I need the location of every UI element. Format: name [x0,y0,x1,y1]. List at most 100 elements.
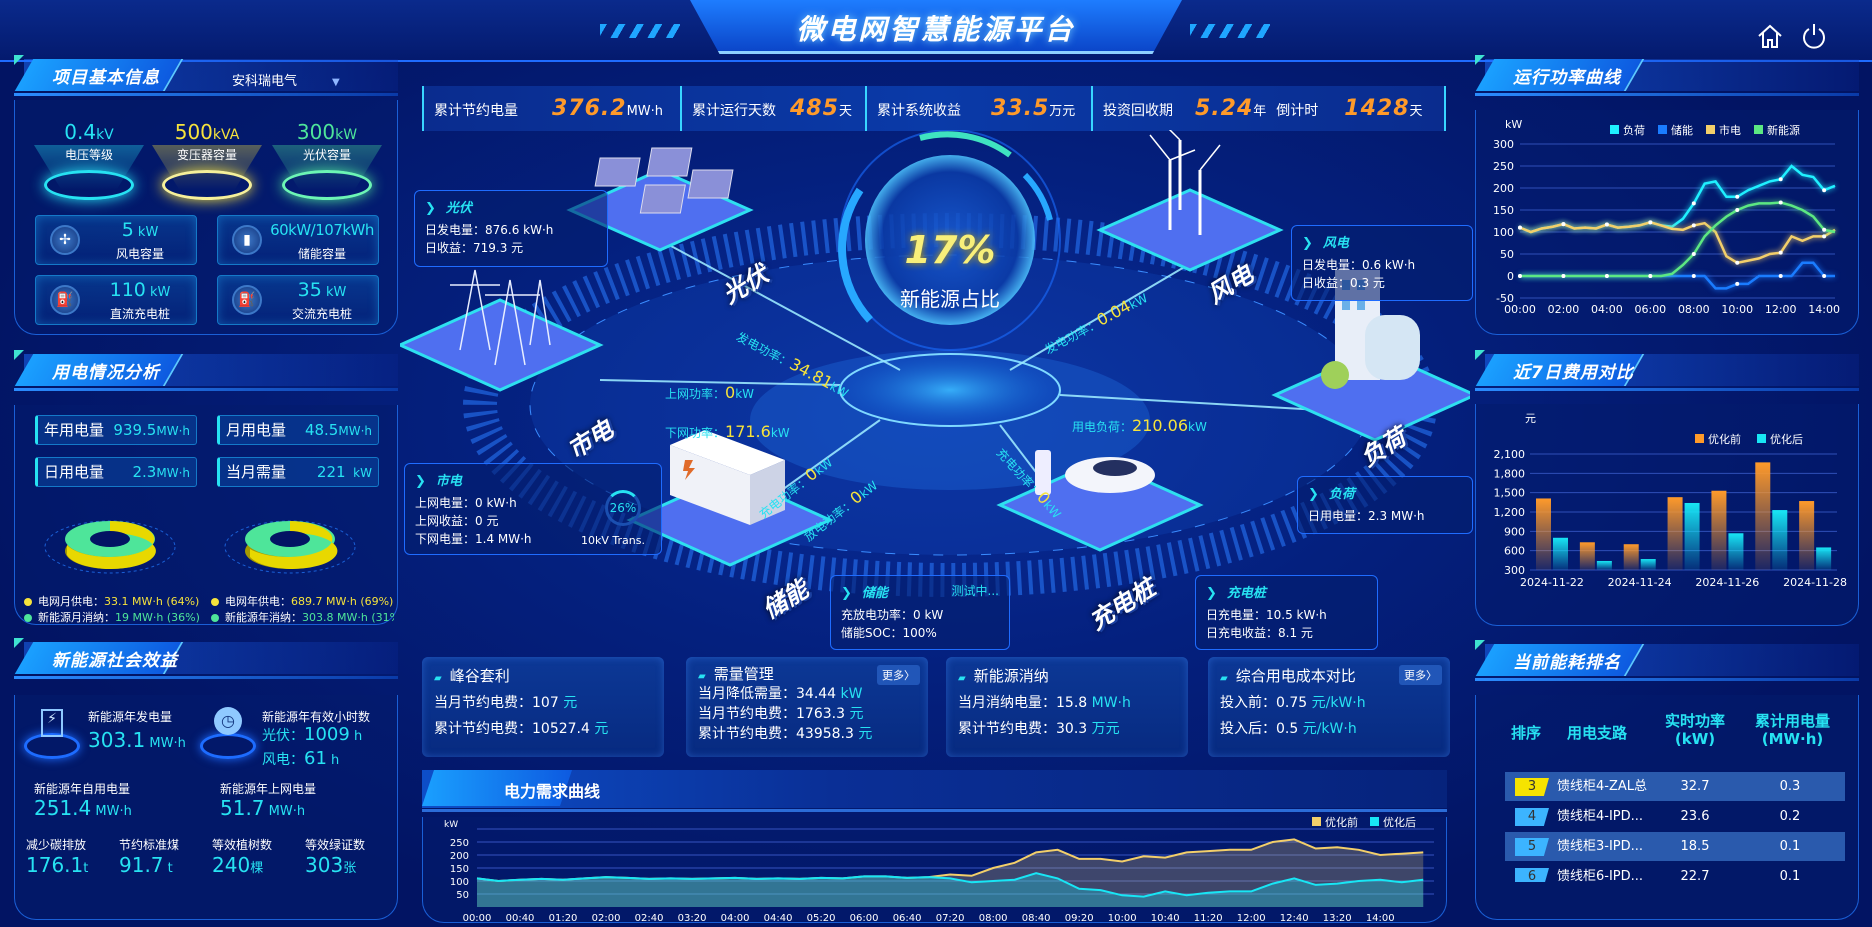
series-area-优化后 [477,873,1424,907]
gen-label: 新能源年发电量 [88,710,173,724]
y-tick-label: 0 [1507,270,1514,283]
cap-transformer: 500kVA 变压器容量 [152,120,262,200]
energy-flow-diagram [400,130,1470,597]
data-point [1735,281,1740,286]
data-point [1778,200,1783,205]
power-icon[interactable] [1800,22,1828,50]
page-title: 微电网智慧能源平台 [796,13,1076,46]
stat-run-days: 累计运行天数 485天 [680,86,865,131]
legend-new-month: 新能源月消纳：19 MW·h (36%) [24,609,200,625]
legend-swatch [1610,125,1619,134]
y-tick-label: 200 [450,851,469,862]
x-tick-label: 02:40 [635,913,664,924]
card-storage-capacity: ▮ 60kW/107kWh 储能容量 [217,215,379,265]
bar-优化前-2024-11-22 [1536,498,1551,570]
x-tick-label: 10:00 [1108,913,1137,924]
cap-voltage: 0.4kV 电压等级 [34,120,144,200]
cert-value: 303张 [305,853,357,877]
tree-value: 240棵 [212,853,264,877]
legend-new-year: 新能源年消纳：303.8 MW·h (31%) [211,609,394,625]
home-icon[interactable] [1756,22,1784,50]
usage-donuts [44,520,356,574]
renewable-ratio-label: 新能源占比 [900,287,1000,311]
usage-panel [14,405,398,625]
legend-label: 储能 [1671,123,1693,137]
clock-icon: ◷ [200,705,258,763]
self-use-label: 新能源年自用电量 [34,782,131,796]
title-tab [690,0,1182,54]
data-point [1561,274,1566,278]
globe-arc [838,187,873,323]
battery-icon: ▮ [232,225,262,255]
bar-优化前-2024-11-27 [1755,462,1771,570]
data-point [1822,227,1827,232]
wind-hours: 风电：61 h [262,748,340,769]
cost-chart: 元 300 600 900 1,200 1,500 1,800 2,100 2024-11-22… [1494,412,1848,589]
transformer-label: 10kV Trans. [581,534,645,547]
company-select[interactable]: 安科瑞电气 ▼ [232,74,340,89]
series-line-负荷 [1519,164,1836,234]
x-tick-label: 08:00 [979,913,1008,924]
y-tick-label: 50 [1500,248,1514,261]
more-button[interactable]: 更多〉 [877,665,920,685]
data-point [1648,274,1653,278]
x-tick-label: 11:20 [1194,913,1223,924]
y-tick-label: 1,800 [1494,467,1526,480]
y-tick-label: 250 [1493,160,1514,173]
generation-icon: ⚡ [24,705,82,763]
donut-year [224,520,356,574]
renewable-ratio: 17% [904,228,996,272]
y-axis-label: 元 [1525,412,1536,425]
more-button[interactable]: 更多〉 [1399,665,1442,685]
x-tick-label: 02:00 [1548,303,1580,316]
section-header-usage: 用电情况分析 [14,350,398,392]
bar-优化前-2024-11-28 [1799,501,1815,570]
flow-grid-up: 上网功率：0kW [665,383,755,402]
legend-label: 优化前 [1708,432,1741,446]
legend-label: 新能源 [1767,123,1800,137]
legend-label: 优化后 [1770,432,1803,446]
x-tick-label: 04:40 [764,913,793,924]
x-tick-label: 04:00 [1591,303,1623,316]
table-row[interactable]: 3 馈线柜4-ZAL总 32.7 0.3 [1505,772,1845,801]
grid-export-value: 51.7 MW·h [220,796,306,820]
x-tick-label: 12:00 [1765,303,1797,316]
tree-label: 等效植树数 [212,838,273,852]
stat-saved-energy: 累计节约电量 376.2MW·h [422,86,680,131]
legend-swatch [1754,125,1763,134]
data-point [1691,252,1696,256]
bar-优化前-2024-11-24 [1623,544,1639,570]
data-point [1604,274,1609,278]
table-row[interactable]: 6 馈线柜6-IPD... 22.7 0.1 [1505,862,1845,882]
bar-优化后-2024-11-23 [1596,560,1612,570]
x-tick-label: 10:00 [1721,303,1753,316]
y-axis-label: kW [1505,118,1522,131]
data-point [1691,274,1696,278]
bar-优化后-2024-11-24 [1640,559,1656,570]
y-tick-label: 100 [1493,226,1514,239]
flow-load: 用电负荷：210.06kW [1072,416,1207,435]
cert-label: 等效绿证数 [305,838,366,852]
y-tick-label: 1,200 [1494,506,1526,519]
globe [865,155,1035,325]
x-tick-label: 10:40 [1151,913,1180,924]
bar-优化前-2024-11-26 [1711,490,1727,570]
chevron-down-icon[interactable]: ▼ [332,77,340,88]
x-tick-label: 2024-11-24 [1608,576,1672,589]
hours-label: 新能源年有效小时数 [262,710,371,724]
legend-label: 负荷 [1623,123,1645,137]
series-line-新能源 [1520,201,1836,278]
x-tick-label: 2024-11-26 [1695,576,1759,589]
table-row[interactable]: 5 馈线柜3-IPD... 18.5 0.1 [1505,832,1845,861]
table-row[interactable]: 4 馈线柜4-IPD... 23.6 0.2 [1505,802,1845,831]
series-area-优化前 [477,839,1424,907]
y-tick-label: 50 [456,890,469,901]
